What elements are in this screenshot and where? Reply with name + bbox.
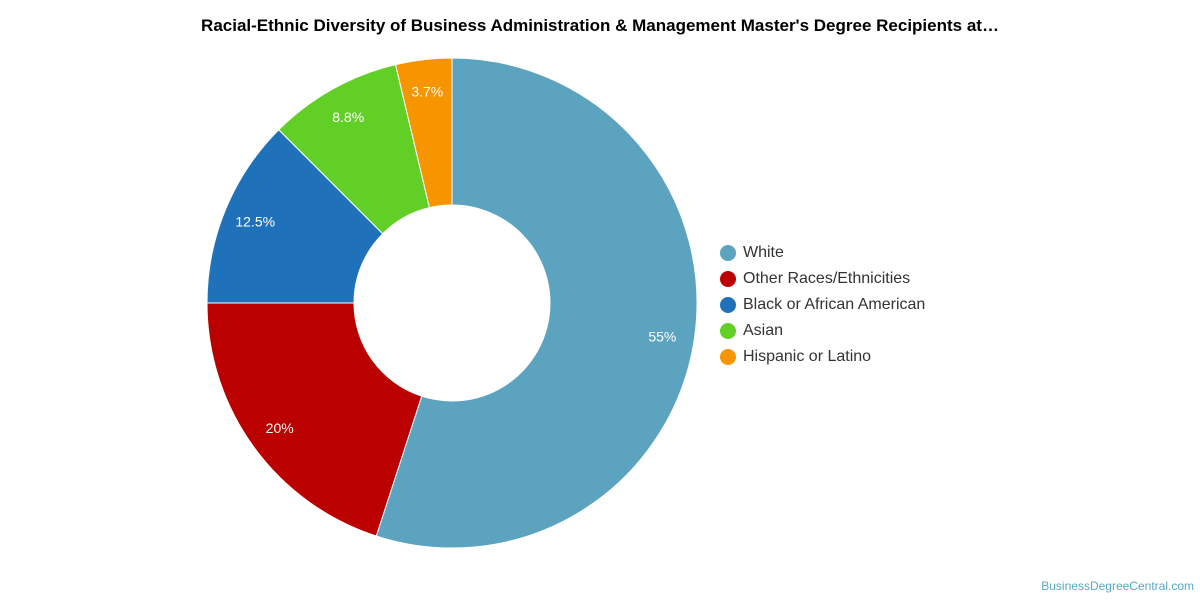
chart-legend: White Other Races/Ethnicities Black or Afr… [720, 240, 925, 370]
legend-label-white: White [743, 244, 784, 261]
legend-label-hispanic-or-latino: Hispanic or Latino [743, 348, 872, 365]
slice-black-or-african-american[interactable] [206, 129, 384, 304]
slice-label-asian: 8.8% [332, 109, 364, 125]
source-credit[interactable]: BusinessDegreeCentral.com [1041, 579, 1194, 593]
slice-white[interactable] [375, 57, 698, 549]
legend-item-asian[interactable]: Asian [720, 318, 925, 344]
legend-label-asian: Asian [743, 322, 784, 339]
chart-title: Racial-Ethnic Diversity of Business Admi… [201, 16, 999, 35]
slice-label-black-or-african-american: 12.5% [235, 213, 275, 229]
slice-label-other-races-ethnicities: 20% [266, 420, 294, 436]
slice-label-hispanic-or-latino: 3.7% [411, 83, 443, 99]
legend-item-black-or-african-american[interactable]: Black or African American [720, 292, 925, 318]
legend-item-hispanic-or-latino[interactable]: Hispanic or Latino [720, 344, 925, 370]
legend-label-other-races-ethnicities: Other Races/Ethnicities [743, 270, 911, 287]
slice-label-white: 55% [648, 328, 676, 344]
legend-item-white[interactable]: White [720, 240, 925, 266]
slice-other-races-ethnicities[interactable] [206, 302, 423, 537]
legend-swatch-white [720, 245, 736, 261]
legend-item-other-races-ethnicities[interactable]: Other Races/Ethnicities [720, 266, 925, 292]
legend-label-black-or-african-american: Black or African American [743, 296, 926, 313]
legend-swatch-black-or-african-american [720, 297, 736, 313]
legend-swatch-hispanic-or-latino [720, 349, 736, 365]
legend-swatch-asian [720, 323, 736, 339]
slice-hispanic-or-latino[interactable] [394, 57, 453, 209]
legend-swatch-other-races-ethnicities [720, 271, 736, 287]
